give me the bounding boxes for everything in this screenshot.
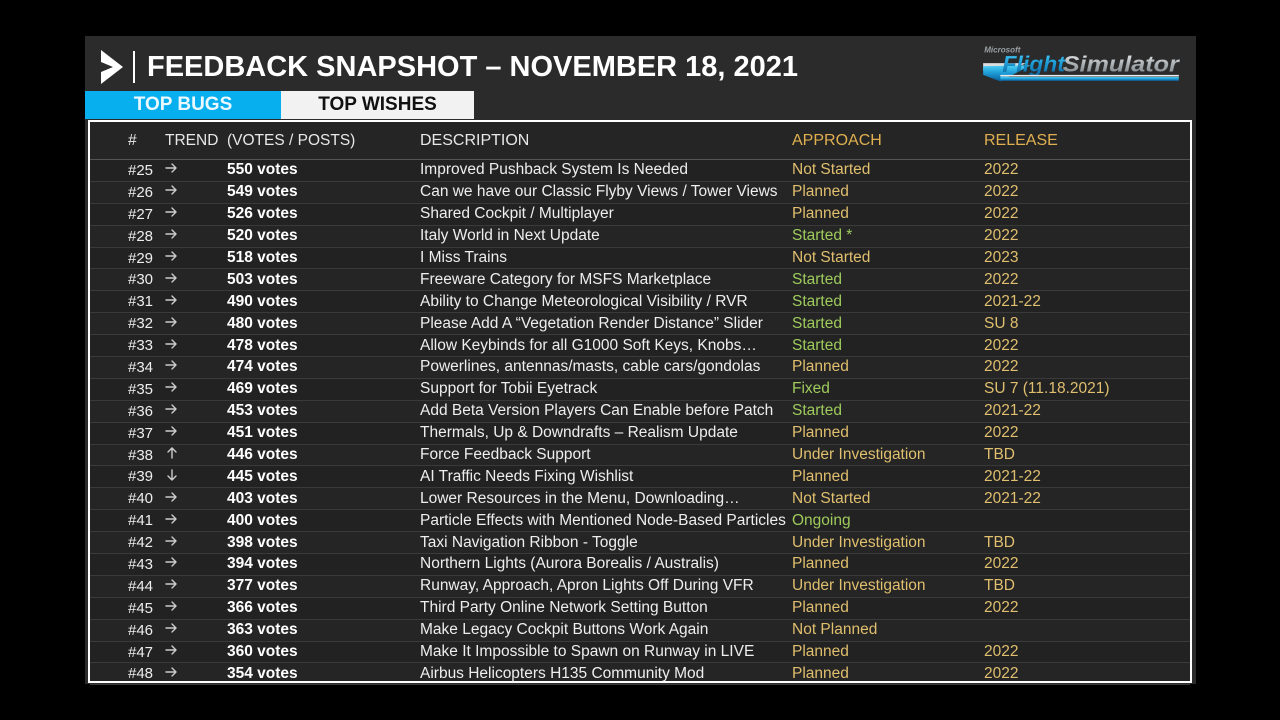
svg-text:Flight: Flight — [1003, 52, 1067, 77]
svg-text:Simulator: Simulator — [1063, 52, 1180, 77]
